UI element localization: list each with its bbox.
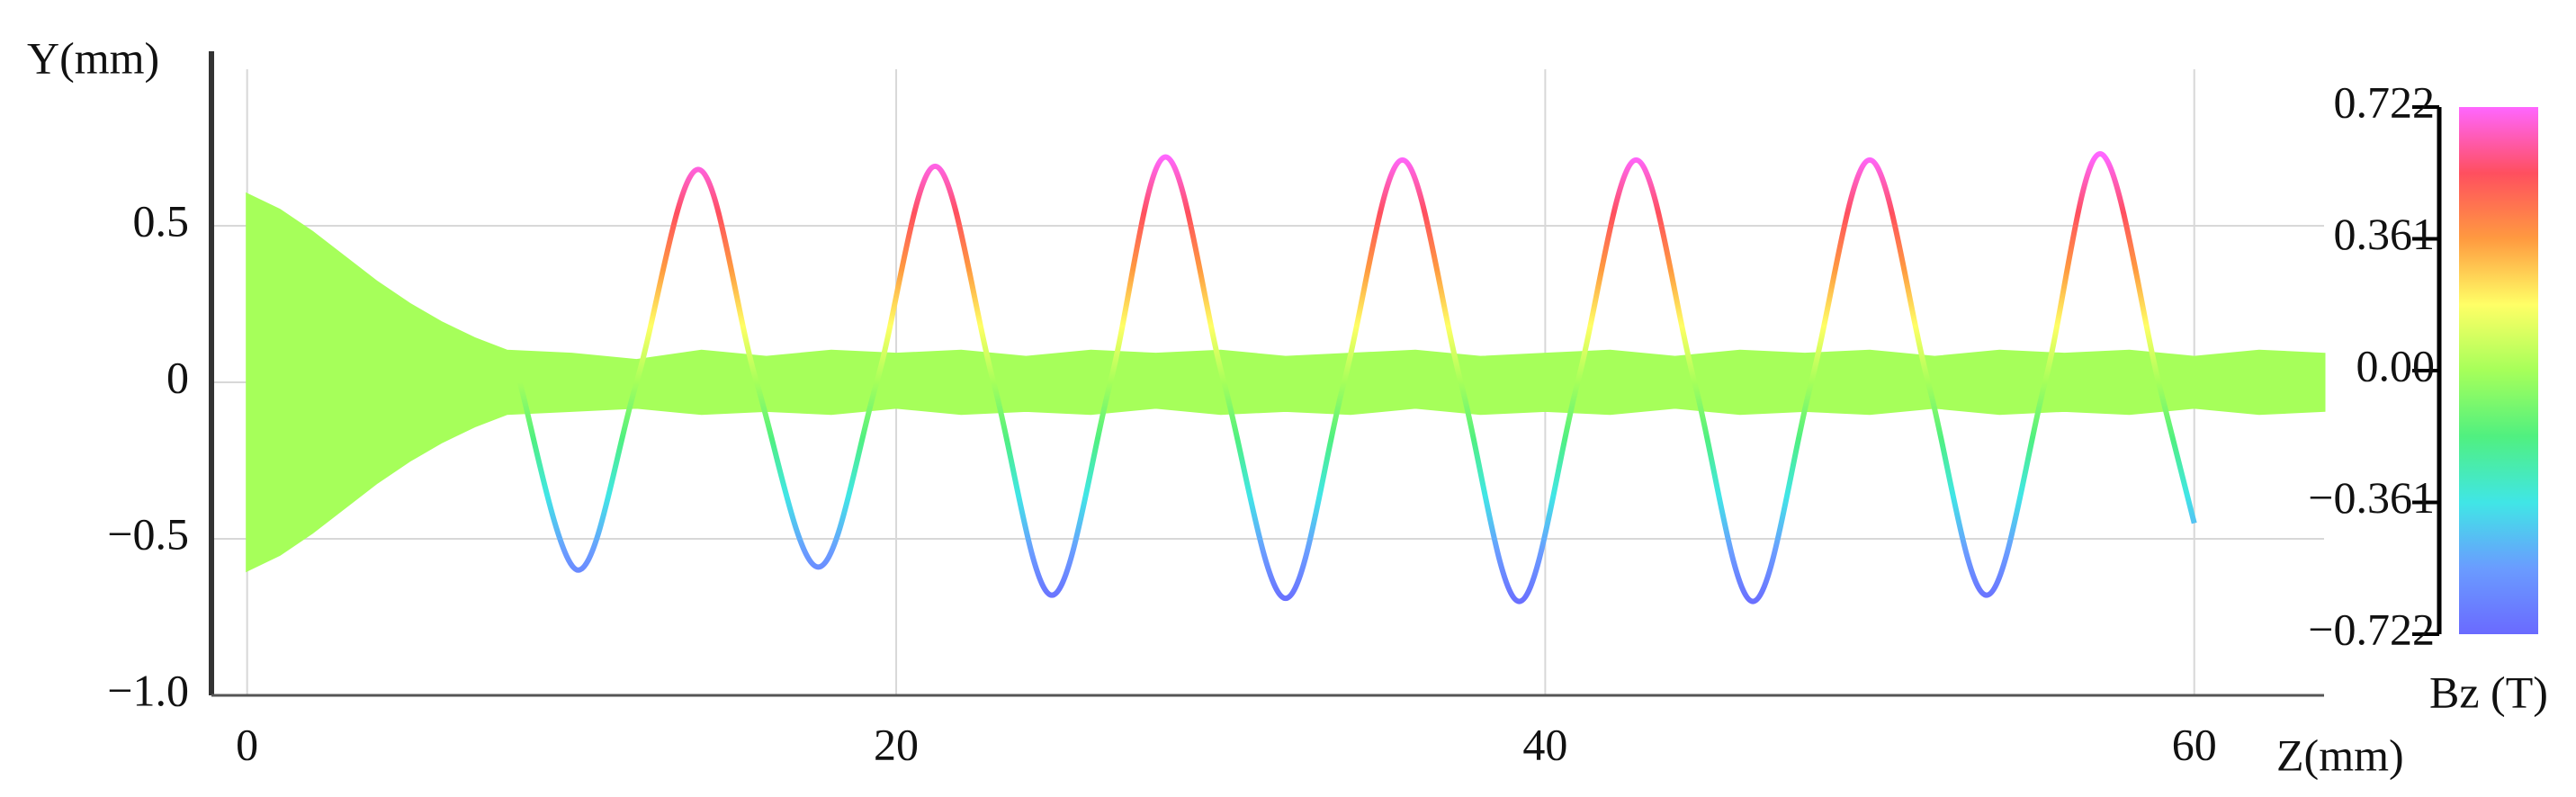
colorbar-tick-label: −0.722 (2308, 604, 2435, 654)
x-axis-label: Z(mm) (2276, 730, 2404, 780)
x-tick-label: 60 (2172, 719, 2217, 769)
y-tick-label: −1.0 (107, 665, 189, 715)
x-tick-label: 40 (1522, 719, 1567, 769)
trajectory-line (516, 150, 2197, 604)
colorbar-tick-label: 0.722 (2334, 76, 2436, 127)
y-tick-label: 0 (166, 352, 189, 402)
x-tick-label: 0 (236, 719, 258, 769)
x-tick-label: 20 (874, 719, 919, 769)
colorbar-label: Bz (T) (2429, 667, 2548, 717)
colorbar-tick-label: −0.361 (2308, 472, 2435, 523)
y-tick-label: 0.5 (133, 195, 190, 246)
colorbar (2459, 107, 2538, 634)
y-tick-label: −0.5 (107, 508, 189, 559)
beam-envelope (246, 192, 2326, 573)
colorbar-tick-label: 0.361 (2334, 209, 2436, 259)
y-axis-label: Y(mm) (27, 32, 159, 83)
colorbar-tick-label: 0.00 (2356, 340, 2436, 390)
